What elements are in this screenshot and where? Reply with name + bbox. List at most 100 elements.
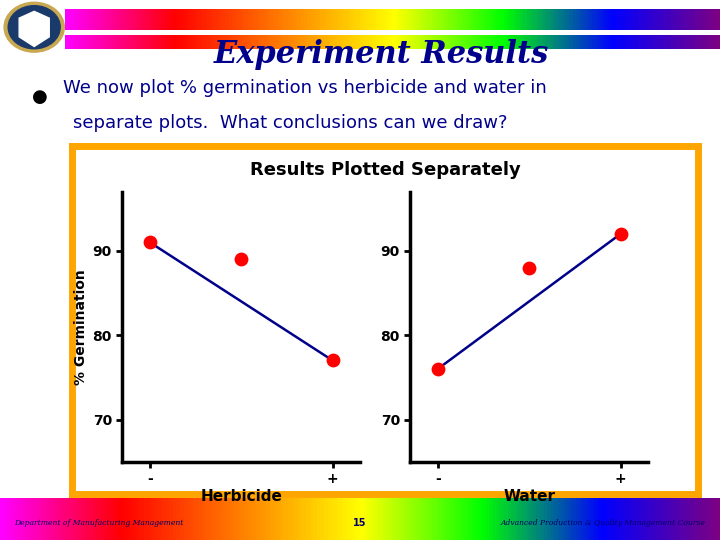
Bar	[432, 35, 435, 49]
Bar	[364, 509, 367, 540]
Bar	[659, 509, 662, 540]
Bar	[504, 498, 508, 510]
Bar	[547, 498, 551, 510]
Bar	[119, 498, 122, 510]
Bar	[7, 509, 11, 540]
Bar	[198, 509, 202, 540]
Bar	[117, 35, 120, 49]
Bar	[83, 509, 86, 540]
Bar	[270, 498, 274, 510]
Bar	[166, 35, 170, 49]
Bar	[7, 498, 11, 510]
Bar	[540, 35, 543, 49]
Bar	[346, 509, 349, 540]
Bar	[199, 35, 202, 49]
Bar	[583, 509, 587, 540]
Bar	[559, 9, 563, 30]
Bar	[232, 9, 235, 30]
Bar	[299, 509, 302, 540]
Bar	[104, 498, 108, 510]
Bar	[602, 9, 606, 30]
Bar	[115, 498, 119, 510]
Polygon shape	[19, 11, 49, 46]
Bar	[599, 9, 602, 30]
Bar	[405, 9, 409, 30]
Bar	[340, 35, 343, 49]
Bar	[673, 498, 677, 510]
Bar	[104, 9, 107, 30]
Bar	[667, 9, 671, 30]
Bar	[320, 498, 324, 510]
Bar	[130, 9, 134, 30]
Bar	[107, 9, 111, 30]
Bar	[266, 509, 270, 540]
Bar	[32, 509, 36, 540]
Bar	[222, 9, 225, 30]
Bar	[104, 509, 108, 540]
Bar	[216, 509, 220, 540]
Bar	[342, 498, 346, 510]
Bar	[576, 498, 580, 510]
Bar	[622, 9, 625, 30]
Bar	[386, 9, 389, 30]
Text: ●: ●	[32, 88, 48, 106]
Bar	[576, 509, 580, 540]
Bar	[353, 9, 356, 30]
Bar	[90, 509, 94, 540]
Bar	[706, 509, 709, 540]
Bar	[665, 9, 667, 30]
Bar	[101, 9, 104, 30]
Bar	[454, 509, 457, 540]
Bar	[534, 35, 536, 49]
Bar	[448, 35, 451, 49]
Bar	[572, 509, 576, 540]
Bar	[572, 35, 576, 49]
Bar	[186, 9, 189, 30]
Bar	[662, 498, 666, 510]
Bar	[360, 498, 364, 510]
Bar	[497, 509, 500, 540]
Bar	[206, 9, 209, 30]
Bar	[301, 35, 304, 49]
Bar	[43, 509, 47, 540]
Bar	[86, 509, 90, 540]
Bar	[18, 498, 22, 510]
Bar	[151, 498, 155, 510]
Bar	[251, 9, 255, 30]
Bar	[616, 509, 619, 540]
Bar	[363, 35, 366, 49]
Bar	[288, 498, 292, 510]
Bar	[379, 9, 382, 30]
Bar	[392, 498, 396, 510]
Bar	[68, 9, 71, 30]
Bar	[558, 498, 562, 510]
Bar	[256, 498, 259, 510]
Bar	[194, 509, 198, 540]
Bar	[140, 509, 144, 540]
Bar	[680, 509, 684, 540]
Bar	[179, 35, 183, 49]
Bar	[695, 509, 698, 540]
Bar	[307, 35, 310, 49]
Bar	[486, 509, 490, 540]
Bar	[371, 509, 374, 540]
Bar	[422, 9, 426, 30]
Bar	[83, 498, 86, 510]
Bar	[471, 9, 474, 30]
Bar	[589, 35, 593, 49]
Bar	[310, 509, 313, 540]
Bar	[410, 498, 414, 510]
Bar	[484, 9, 487, 30]
Bar	[108, 509, 112, 540]
Bar	[671, 35, 674, 49]
Bar	[644, 498, 648, 510]
Bar	[124, 35, 127, 49]
Bar	[487, 35, 491, 49]
Bar	[338, 498, 342, 510]
Bar	[598, 509, 601, 540]
Bar	[219, 35, 222, 49]
Bar	[601, 498, 605, 510]
Bar	[263, 509, 266, 540]
Bar	[238, 509, 241, 540]
Bar	[468, 498, 472, 510]
